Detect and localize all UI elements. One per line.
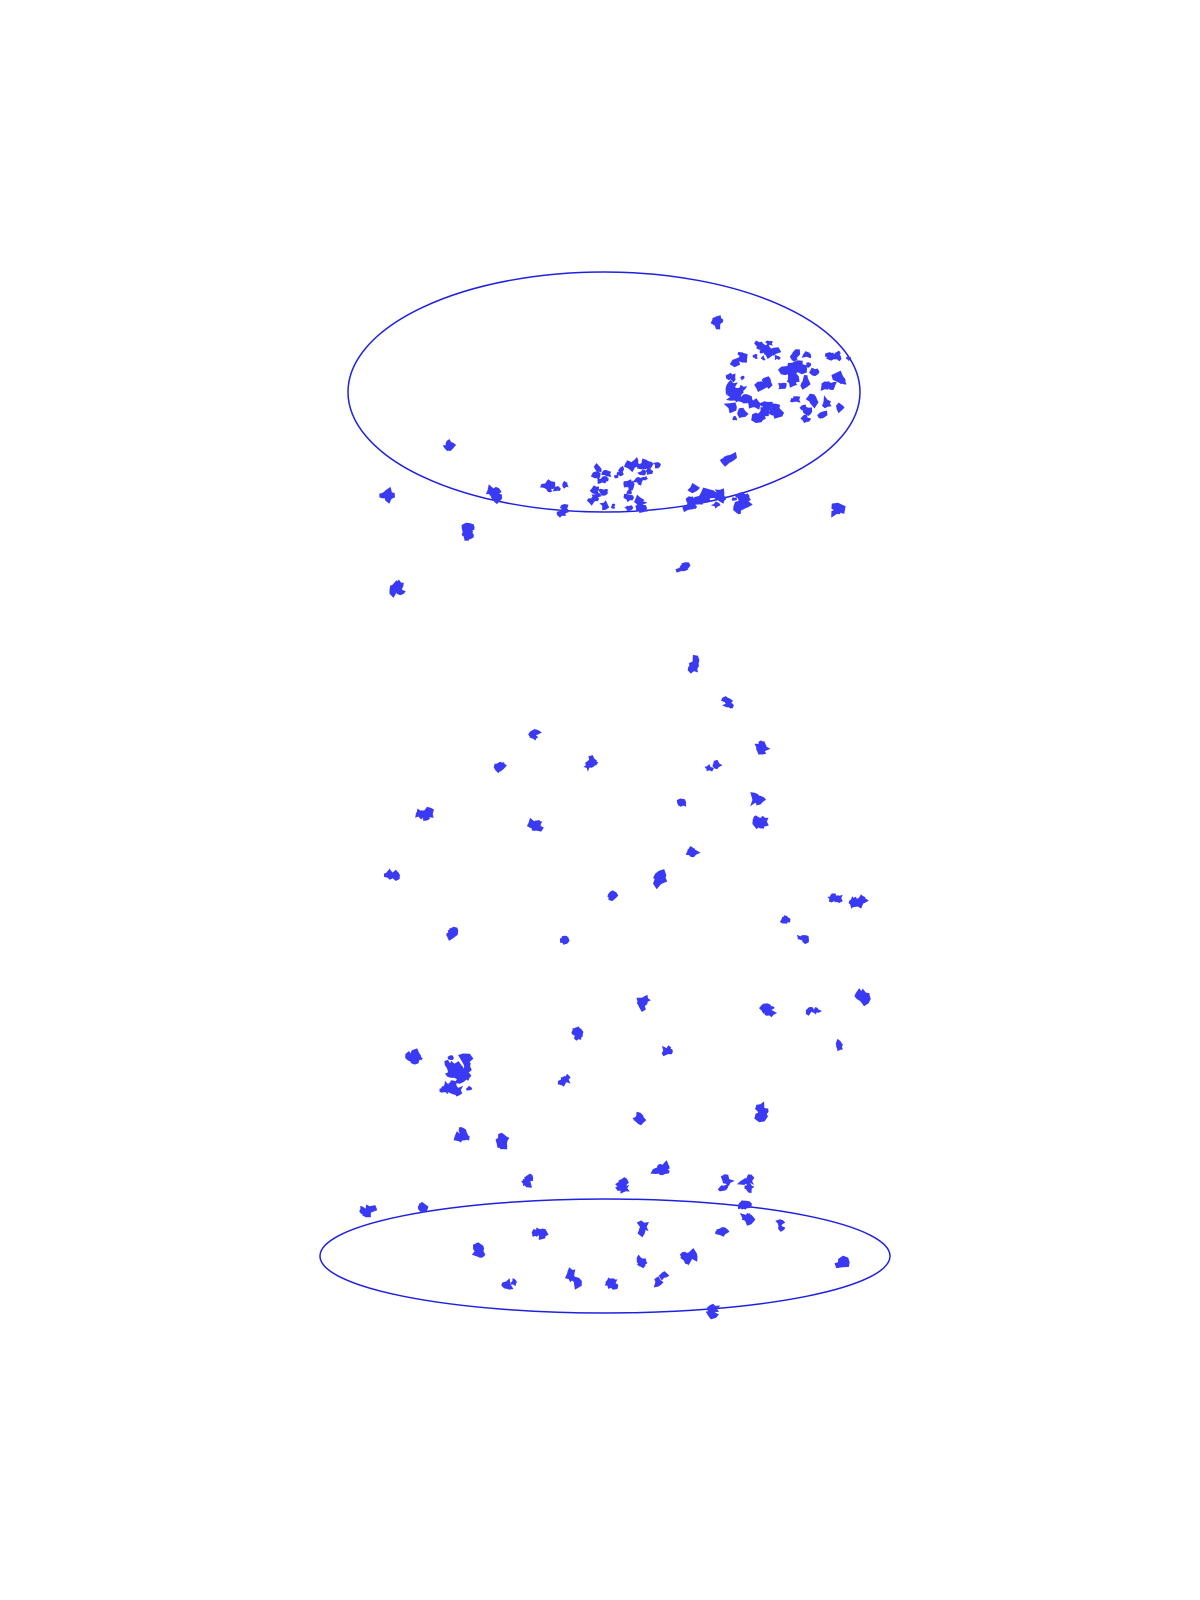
top-disk-large-cluster-particle [778, 383, 786, 390]
